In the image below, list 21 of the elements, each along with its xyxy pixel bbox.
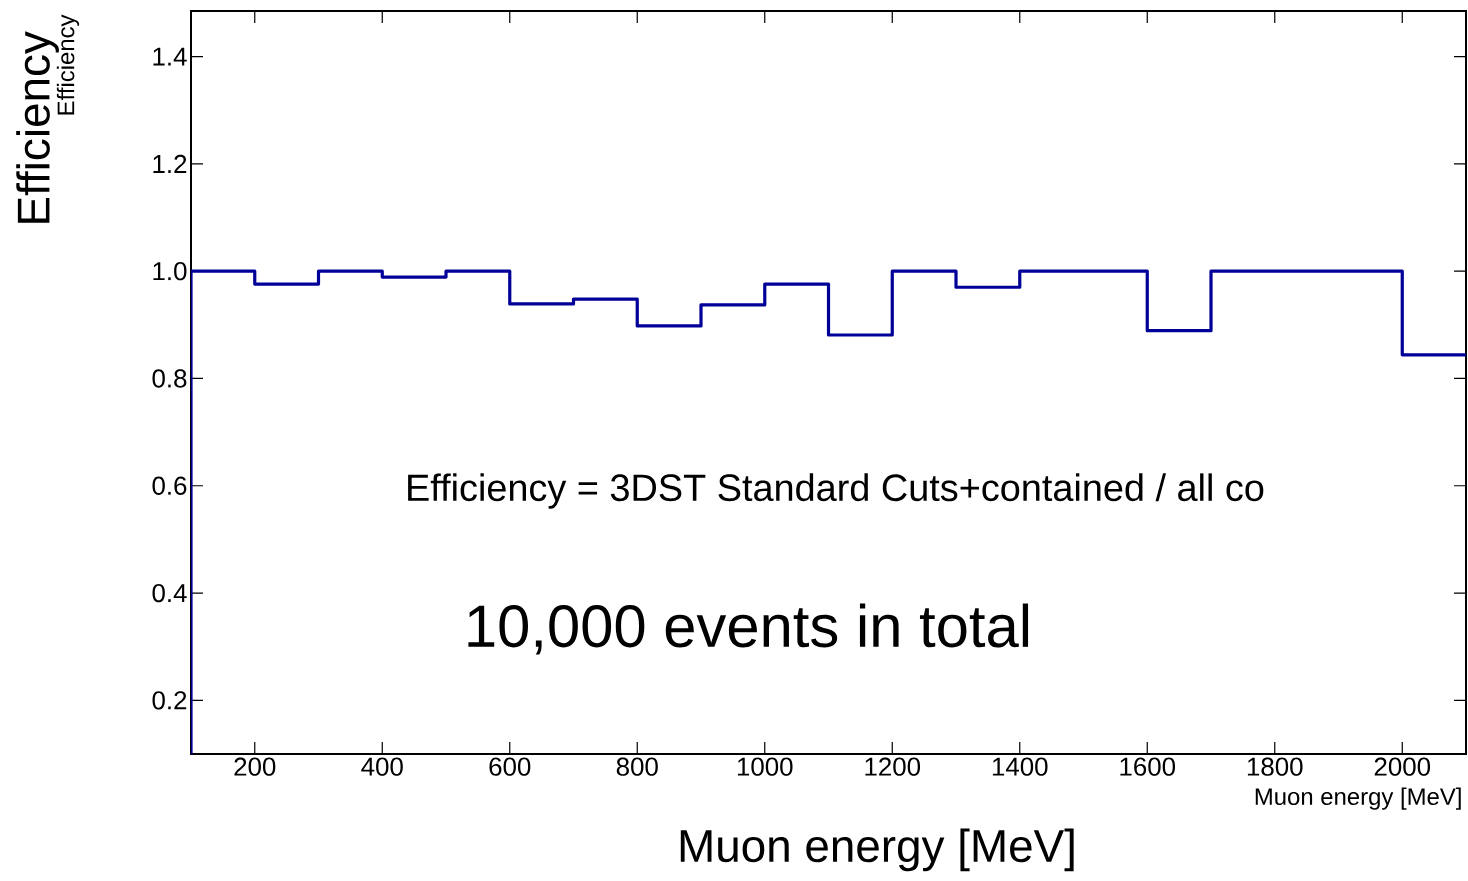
text: Muon energy [MeV]: [680, 828, 1074, 872]
x-tick-label: 1600: [1120, 757, 1176, 776]
annotation: Efficiency = 3DST Standard Cuts+contained / all co: [408, 473, 1264, 509]
x-axis-title: Muon energy [MeV]: [1255, 787, 1461, 810]
y-tick-label: 0.8: [152, 369, 187, 388]
x-tick-label: 600: [489, 757, 531, 776]
annotation: 10,000 events in total: [468, 603, 1029, 655]
x-tick-label: 2000: [1374, 757, 1431, 776]
x-tick-label: 1400: [992, 757, 1048, 776]
y-tick-label: 0.4: [152, 583, 187, 603]
x-tick-label: 1200: [865, 757, 921, 776]
y-tick-label: 0.2: [152, 691, 187, 710]
x-tick-label: 1800: [1247, 757, 1303, 776]
y-tick-label: 1.4: [153, 47, 187, 66]
y-tick-label: 1.2: [153, 154, 187, 173]
x-tick-label: 200: [234, 757, 276, 776]
x-tick-label: 1000: [737, 757, 793, 776]
x-tick-label: 400: [361, 757, 403, 776]
y-tick-label: 1.0: [153, 261, 187, 281]
y-tick-label: 0.6: [152, 476, 187, 495]
x-tick-label: 800: [616, 757, 658, 776]
